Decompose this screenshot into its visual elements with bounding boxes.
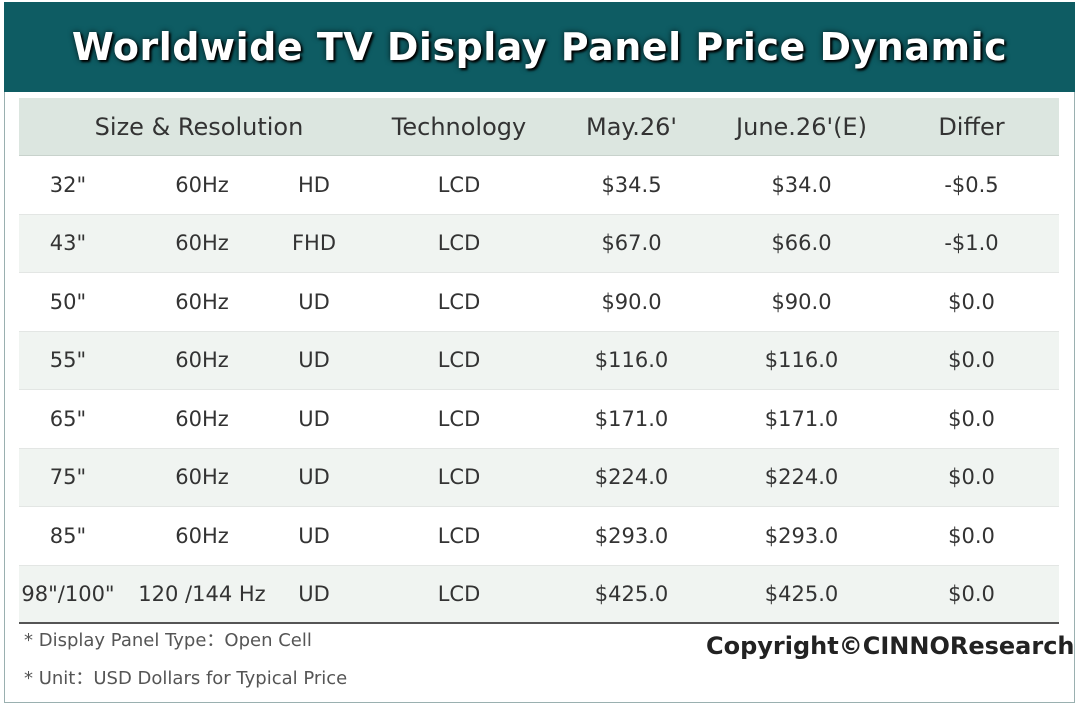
cell-resolution: UD	[298, 581, 330, 606]
cell-june-price: $293.0	[764, 523, 839, 548]
table-body: 32" 60Hz HD LCD $34.5 $34.0 -$0.5 43" 60Hz FHD LCD…	[19, 156, 1059, 624]
cell-may-price: $67.0	[601, 231, 662, 256]
table-row: 50" 60Hz UD LCD $90.0 $90.0 $0.0	[19, 273, 1059, 332]
cell-technology: LCD	[437, 406, 481, 431]
header-may: May.26'	[586, 112, 677, 141]
cell-differ: $0.0	[948, 406, 995, 431]
cell-size: 32"	[49, 172, 87, 197]
cell-technology: LCD	[437, 348, 481, 373]
cell-refresh-rate: 60Hz	[175, 465, 229, 490]
cell-june-price: $66.0	[771, 231, 832, 256]
cell-differ: $0.0	[948, 465, 995, 490]
cell-differ: $0.0	[948, 581, 995, 606]
cell-may-price: $171.0	[594, 406, 669, 431]
cell-differ: $0.0	[948, 348, 995, 373]
cell-differ: -$0.5	[944, 172, 999, 197]
cell-size: 75"	[49, 465, 87, 490]
cell-technology: LCD	[437, 172, 481, 197]
cell-refresh-rate: 60Hz	[175, 348, 229, 373]
cell-technology: LCD	[437, 289, 481, 314]
header-size-resolution: Size & Resolution	[94, 112, 304, 141]
cell-refresh-rate: 60Hz	[175, 172, 229, 197]
cell-resolution: UD	[298, 289, 330, 314]
cell-june-price: $224.0	[764, 465, 839, 490]
cell-technology: LCD	[437, 231, 481, 256]
header-differ: Differ	[938, 112, 1005, 141]
chart-title: Worldwide TV Display Panel Price Dynamic	[71, 25, 1008, 69]
cell-resolution: FHD	[291, 231, 337, 256]
cell-resolution: UD	[298, 348, 330, 373]
cell-resolution: HD	[298, 172, 330, 197]
cell-size: 85"	[49, 523, 87, 548]
cell-technology: LCD	[437, 523, 481, 548]
cell-differ: $0.0	[948, 523, 995, 548]
cell-june-price: $90.0	[771, 289, 832, 314]
cell-june-price: $34.0	[771, 172, 832, 197]
header-technology: Technology	[391, 112, 527, 141]
cell-may-price: $224.0	[594, 465, 669, 490]
table-row: 32" 60Hz HD LCD $34.5 $34.0 -$0.5	[19, 156, 1059, 215]
note-panel-type: * Display Panel Type：Open Cell	[24, 630, 312, 651]
cell-technology: LCD	[437, 465, 481, 490]
cell-resolution: UD	[298, 523, 330, 548]
cell-refresh-rate: 60Hz	[175, 406, 229, 431]
cell-may-price: $90.0	[601, 289, 662, 314]
table-row: 85" 60Hz UD LCD $293.0 $293.0 $0.0	[19, 507, 1059, 566]
cell-size: 43"	[49, 231, 87, 256]
table-row: 75" 60Hz UD LCD $224.0 $224.0 $0.0	[19, 448, 1059, 507]
price-table: Size & Resolution Technology May.26' Jun…	[19, 98, 1059, 624]
cell-refresh-rate: 60Hz	[175, 231, 229, 256]
copyright-text: Copyright©CINNOResearch	[706, 632, 1075, 660]
title-banner: Worldwide TV Display Panel Price Dynamic	[4, 2, 1075, 92]
header-june: June.26'(E)	[736, 112, 867, 141]
cell-size: 65"	[49, 406, 87, 431]
table-header-row: Size & Resolution Technology May.26' Jun…	[19, 98, 1059, 156]
note-unit: * Unit：USD Dollars for Typical Price	[24, 668, 348, 689]
cell-may-price: $293.0	[594, 523, 669, 548]
cell-size: 55"	[49, 348, 87, 373]
cell-resolution: UD	[298, 465, 330, 490]
cell-june-price: $425.0	[764, 581, 839, 606]
cell-size: 50"	[49, 289, 87, 314]
cell-june-price: $171.0	[764, 406, 839, 431]
table-row: 65" 60Hz UD LCD $171.0 $171.0 $0.0	[19, 390, 1059, 449]
cell-june-price: $116.0	[764, 348, 839, 373]
cell-size: 98"/100"	[21, 581, 115, 606]
cell-may-price: $34.5	[601, 172, 662, 197]
table-row: 55" 60Hz UD LCD $116.0 $116.0 $0.0	[19, 331, 1059, 390]
table-row: 43" 60Hz FHD LCD $67.0 $66.0 -$1.0	[19, 214, 1059, 273]
cell-refresh-rate: 60Hz	[175, 523, 229, 548]
cell-differ: -$1.0	[944, 231, 999, 256]
table-row: 98"/100" 120 /144 Hz UD LCD $425.0 $425.0 $0.0	[19, 565, 1059, 624]
cell-refresh-rate: 120 /144 Hz	[138, 581, 266, 606]
cell-may-price: $425.0	[594, 581, 669, 606]
cell-resolution: UD	[298, 406, 330, 431]
cell-differ: $0.0	[948, 289, 995, 314]
cell-technology: LCD	[437, 581, 481, 606]
cell-refresh-rate: 60Hz	[175, 289, 229, 314]
cell-may-price: $116.0	[594, 348, 669, 373]
